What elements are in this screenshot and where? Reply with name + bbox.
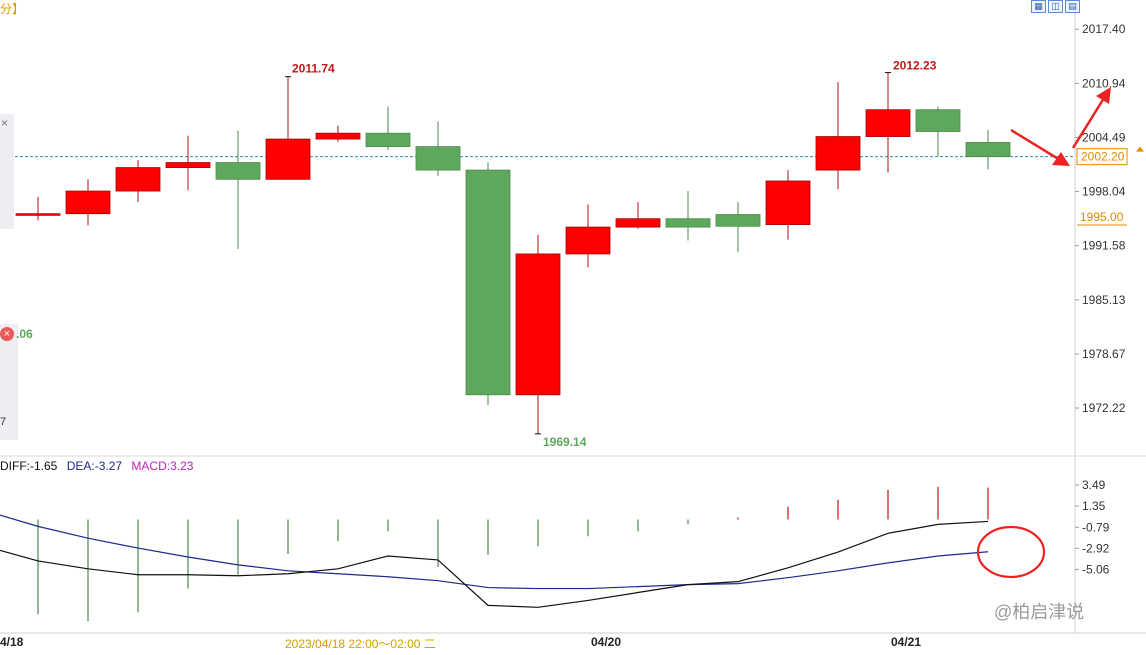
macd-tick-label: 3.49 [1082, 478, 1106, 492]
candle-body [915, 109, 961, 132]
date-label-0420: 04/20 [591, 635, 622, 649]
date-label-left: 4/18 [0, 635, 24, 649]
candle-body [65, 190, 111, 215]
panel-close-icon[interactable]: × [1, 116, 9, 130]
close-icon[interactable]: × [0, 327, 14, 341]
candle-body [365, 132, 411, 148]
watermark: @柏启津说 [994, 602, 1085, 622]
date-label-0421: 04/21 [891, 635, 922, 649]
candle-body [965, 142, 1011, 158]
candle-body [115, 167, 161, 192]
annot-circle [976, 525, 1046, 579]
price-tick-label: 2010.94 [1082, 76, 1126, 90]
annot-arrow-up-head [1096, 87, 1111, 104]
left-panel-bottom: 7 [0, 324, 18, 440]
current-price-box [1076, 148, 1128, 166]
price-tick-label: 1978.67 [1082, 347, 1126, 361]
annot-arrow-down-head [1052, 152, 1070, 166]
macd-value-label: MACD:3.23 [131, 459, 194, 473]
candle-body [865, 109, 911, 137]
candle-body [815, 136, 861, 171]
chart-title-fragment: 分】 [0, 2, 25, 16]
settings-icon[interactable]: ▤ [1065, 0, 1080, 13]
candle-body [665, 218, 711, 228]
price-tick-label: 2004.49 [1082, 130, 1126, 144]
grid-icon[interactable]: ▦ [1031, 0, 1046, 13]
candle-body [165, 162, 211, 168]
annot-arrow-down-line [1010, 128, 1061, 162]
candle-body [15, 213, 61, 216]
candle-body [565, 226, 611, 255]
left-value-fragment: .06 [16, 327, 33, 341]
macd-diff-label: DIFF:-1.65 [0, 459, 58, 473]
candle-body [415, 146, 461, 171]
candle-body [515, 253, 561, 396]
candle-body [615, 218, 661, 228]
left-panel-top: × [0, 114, 14, 229]
candle-body [715, 214, 761, 227]
price-tick-label: 2017.40 [1082, 22, 1126, 36]
annot-arrow-up-line [1071, 97, 1106, 149]
chart-toolbar: ▦ ◫ ▤ [1031, 0, 1080, 13]
candle-body [315, 132, 361, 140]
current-price-marker [1136, 146, 1144, 152]
candle-body [215, 162, 261, 180]
macd-tick-label: 1.35 [1082, 499, 1106, 513]
candle-body [465, 169, 511, 396]
candle-body [765, 180, 811, 225]
price-tick-label: 1972.22 [1082, 401, 1126, 415]
time-range-label: 2023/04/18 22:00～02:00 二 [285, 637, 436, 651]
candle-body [265, 138, 311, 180]
price-tick-label: 1985.13 [1082, 293, 1126, 307]
diff-line [0, 520, 989, 608]
panel-bottom-fragment: 7 [0, 416, 7, 428]
macd-tick-label: -2.92 [1082, 541, 1110, 555]
dea-line [0, 514, 989, 590]
split-icon[interactable]: ◫ [1048, 0, 1063, 13]
price-tick-label: 1998.04 [1082, 185, 1126, 199]
high2-label: 2012.23 [893, 59, 937, 73]
macd-tick-label: -0.79 [1082, 520, 1110, 534]
macd-header: DIFF:-1.65 DEA:-3.27 MACD:3.23 [0, 459, 199, 473]
price-tick-label: 1991.58 [1082, 239, 1126, 253]
current-price-label: 2002.20 [1081, 150, 1125, 164]
macd-tick-label: -5.06 [1082, 562, 1110, 576]
macd-dea-label: DEA:-3.27 [66, 459, 123, 473]
highlight-price-label: 1995.00 [1080, 210, 1124, 224]
high1-label: 2011.74 [292, 62, 335, 76]
low-label: 1969.14 [543, 435, 587, 449]
